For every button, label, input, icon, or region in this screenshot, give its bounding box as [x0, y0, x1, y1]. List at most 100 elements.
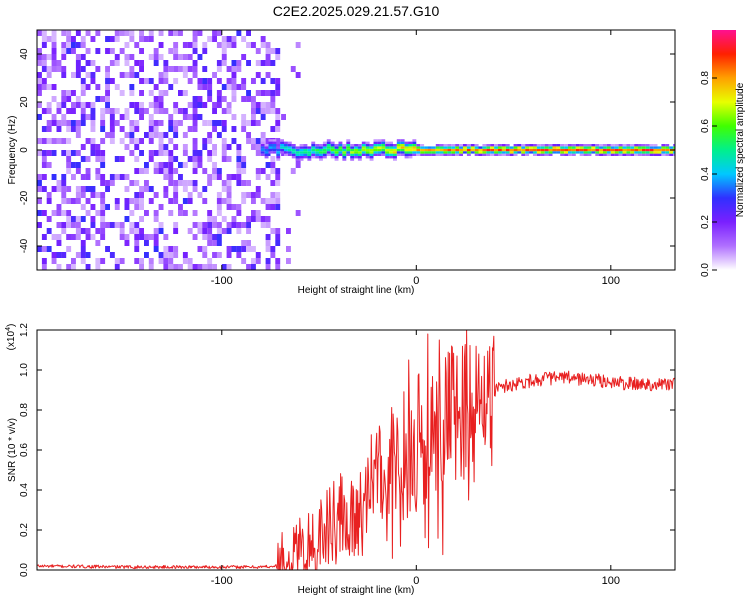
heatmap-cell	[80, 42, 86, 48]
heatmap-cell	[357, 153, 362, 156]
heatmap-cell	[90, 204, 96, 210]
heatmap-cell	[163, 90, 169, 96]
heatmap-cell	[61, 222, 67, 228]
heatmap-cell	[373, 151, 378, 154]
heatmap-cell	[412, 141, 417, 144]
heatmap-cell	[389, 151, 393, 154]
heatmap-cell	[173, 78, 179, 84]
heatmap-cell	[144, 210, 149, 216]
heatmap-cell	[246, 246, 251, 252]
heatmap-cell	[153, 54, 159, 60]
heatmap-cell	[61, 54, 67, 60]
heatmap-cell	[641, 153, 646, 156]
heatmap-cell	[268, 141, 273, 144]
heatmap-cell	[139, 66, 144, 72]
heatmap-cell	[255, 192, 261, 198]
heatmap-cell	[653, 151, 658, 154]
heatmap-cell	[66, 48, 72, 54]
heatmap-cell	[105, 66, 110, 72]
heatmap-cell	[192, 222, 198, 228]
heatmap-cell	[381, 139, 386, 142]
heatmap-cell	[182, 180, 188, 186]
heatmap-cell	[37, 138, 42, 144]
heatmap-cell	[221, 186, 227, 192]
heatmap-cell	[326, 153, 331, 156]
heatmap-cell	[338, 141, 343, 144]
heatmap-cell	[260, 114, 266, 120]
heatmap-cell	[350, 146, 355, 149]
heatmap-cell	[665, 148, 670, 152]
heatmap-cell	[556, 146, 561, 149]
heatmap-x-tick-label: 0	[413, 275, 419, 287]
heatmap-cell	[369, 144, 374, 147]
heatmap-cell	[236, 180, 242, 186]
heatmap-cell	[265, 198, 271, 204]
heatmap-cell	[482, 151, 487, 154]
heatmap-cell	[158, 162, 164, 168]
heatmap-cell	[322, 153, 327, 156]
heatmap-cell	[148, 54, 154, 60]
heatmap-cell	[606, 148, 611, 152]
heatmap-cell	[61, 96, 67, 102]
heatmap-cell	[260, 141, 265, 144]
heatmap-cell	[61, 42, 67, 48]
heatmap-cell	[536, 144, 541, 147]
heatmap-cell	[148, 138, 154, 144]
heatmap-cell	[231, 138, 237, 144]
heatmap-cell	[564, 153, 568, 156]
heatmap-cell	[153, 210, 159, 216]
heatmap-cell	[66, 42, 72, 48]
heatmap-cell	[265, 174, 271, 180]
heatmap-cell	[163, 144, 169, 150]
heatmap-cells	[37, 30, 675, 270]
heatmap-cell	[478, 148, 483, 152]
heatmap-cell	[119, 72, 125, 78]
heatmap-cell	[37, 174, 42, 180]
heatmap-cell	[212, 144, 217, 150]
heatmap-cell	[202, 234, 208, 240]
heatmap-cell	[393, 158, 397, 161]
heatmap-cell	[251, 258, 256, 264]
heatmap-cell	[270, 246, 276, 252]
heatmap-cell	[144, 78, 149, 84]
heatmap-cell	[114, 258, 120, 264]
heatmap-cell	[37, 102, 42, 108]
heatmap-cell	[260, 148, 265, 152]
heatmap-cell	[90, 222, 96, 228]
heatmap-cell	[552, 146, 557, 149]
heatmap-cell	[470, 151, 475, 154]
heatmap-cell	[255, 210, 261, 216]
heatmap-cell	[56, 252, 62, 258]
heatmap-cell	[560, 151, 565, 154]
heatmap-cell	[71, 198, 76, 204]
heatmap-cell	[270, 60, 276, 66]
heatmap-cell	[61, 30, 67, 36]
heatmap-cell	[61, 180, 67, 186]
heatmap-cell	[37, 180, 42, 186]
heatmap-cell	[241, 192, 247, 198]
heatmap-cell	[85, 156, 91, 162]
heatmap-cell	[178, 54, 183, 60]
heatmap-cell	[246, 120, 251, 126]
heatmap-cell	[381, 151, 386, 154]
heatmap-cell	[571, 153, 576, 156]
heatmap-cell	[389, 153, 393, 156]
heatmap-cell	[342, 153, 347, 156]
heatmap-cell	[178, 264, 183, 270]
snr-multiplier-base: (x10	[6, 330, 17, 350]
heatmap-cell	[295, 42, 301, 48]
heatmap-cell	[80, 246, 86, 252]
heatmap-cell	[251, 114, 256, 120]
heatmap-cell	[291, 156, 296, 159]
heatmap-cell	[80, 102, 86, 108]
heatmap-cell	[494, 144, 498, 147]
heatmap-cell	[385, 141, 390, 144]
heatmap-cell	[276, 146, 281, 149]
heatmap-cell	[255, 48, 261, 54]
heatmap-cell	[236, 210, 242, 216]
heatmap-cell	[265, 264, 271, 270]
heatmap-cell	[303, 156, 308, 159]
heatmap-cell	[226, 192, 232, 198]
heatmap-cell	[517, 146, 522, 149]
heatmap-cell	[587, 148, 592, 152]
